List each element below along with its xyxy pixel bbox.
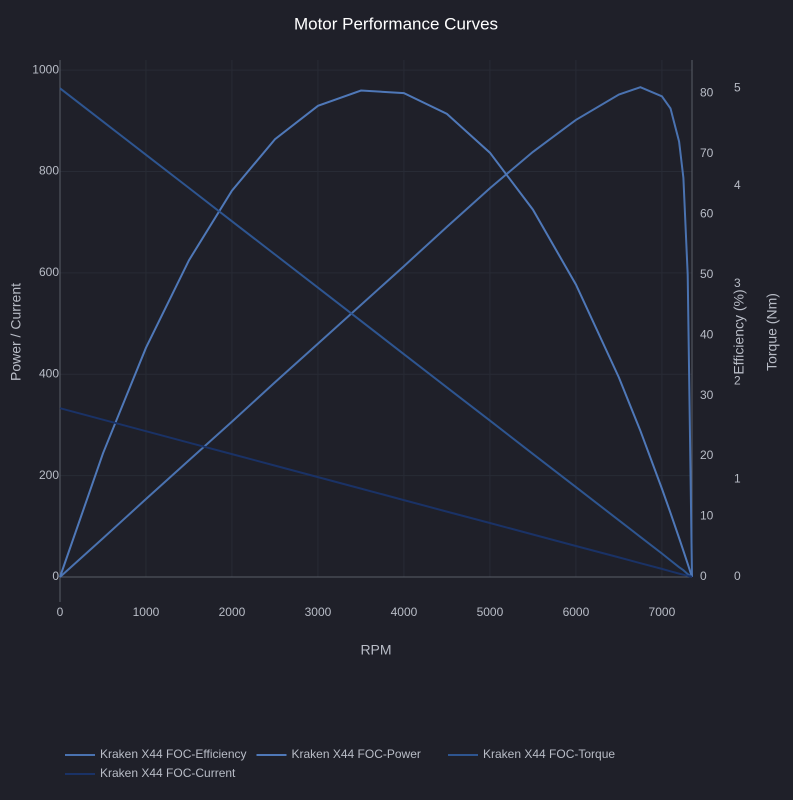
y3-tick-label: 1: [734, 471, 741, 485]
y-tick-label: 200: [39, 468, 59, 482]
x-tick-label: 0: [57, 605, 64, 619]
legend-label: Kraken X44 FOC-Efficiency: [100, 747, 247, 761]
legend-label: Kraken X44 FOC-Power: [292, 747, 421, 761]
x-tick-label: 4000: [391, 605, 418, 619]
y3-tick-label: 3: [734, 276, 741, 290]
series-line: [59, 407, 693, 578]
y-axis-title: Power / Current: [8, 283, 24, 381]
y-tick-label: 400: [39, 366, 59, 380]
x-tick-label: 1000: [133, 605, 160, 619]
legend-label: Kraken X44 FOC-Torque: [483, 747, 615, 761]
y2-tick-label: 30: [700, 388, 714, 402]
y-tick-label: 800: [39, 164, 59, 178]
x-tick-label: 2000: [219, 605, 246, 619]
y-tick-label: 600: [39, 265, 59, 279]
x-tick-label: 6000: [563, 605, 590, 619]
series-line: [59, 89, 693, 578]
y3-tick-label: 2: [734, 374, 741, 388]
y2-tick-label: 20: [700, 448, 714, 462]
y2-tick-label: 10: [700, 509, 714, 523]
y2-tick-label: 60: [700, 206, 714, 220]
y-tick-label: 1000: [32, 62, 59, 76]
y3-axis-title: Torque (Nm): [764, 293, 780, 371]
y2-tick-label: 40: [700, 327, 714, 341]
x-tick-label: 7000: [649, 605, 676, 619]
x-tick-label: 3000: [305, 605, 332, 619]
series-line: [59, 87, 693, 578]
x-axis-title: RPM: [360, 642, 391, 658]
y2-tick-label: 70: [700, 146, 714, 160]
y2-tick-label: 50: [700, 267, 714, 281]
legend-label: Kraken X44 FOC-Current: [100, 766, 236, 780]
y2-tick-label: 80: [700, 85, 714, 99]
y3-tick-label: 0: [734, 569, 741, 583]
chart-title: Motor Performance Curves: [294, 14, 498, 33]
y3-tick-label: 5: [734, 81, 741, 95]
y2-axis-title: Efficiency (%): [731, 289, 747, 374]
y2-tick-label: 0: [700, 569, 707, 583]
x-tick-label: 5000: [477, 605, 504, 619]
y-tick-label: 0: [52, 569, 59, 583]
y3-tick-label: 4: [734, 178, 741, 192]
